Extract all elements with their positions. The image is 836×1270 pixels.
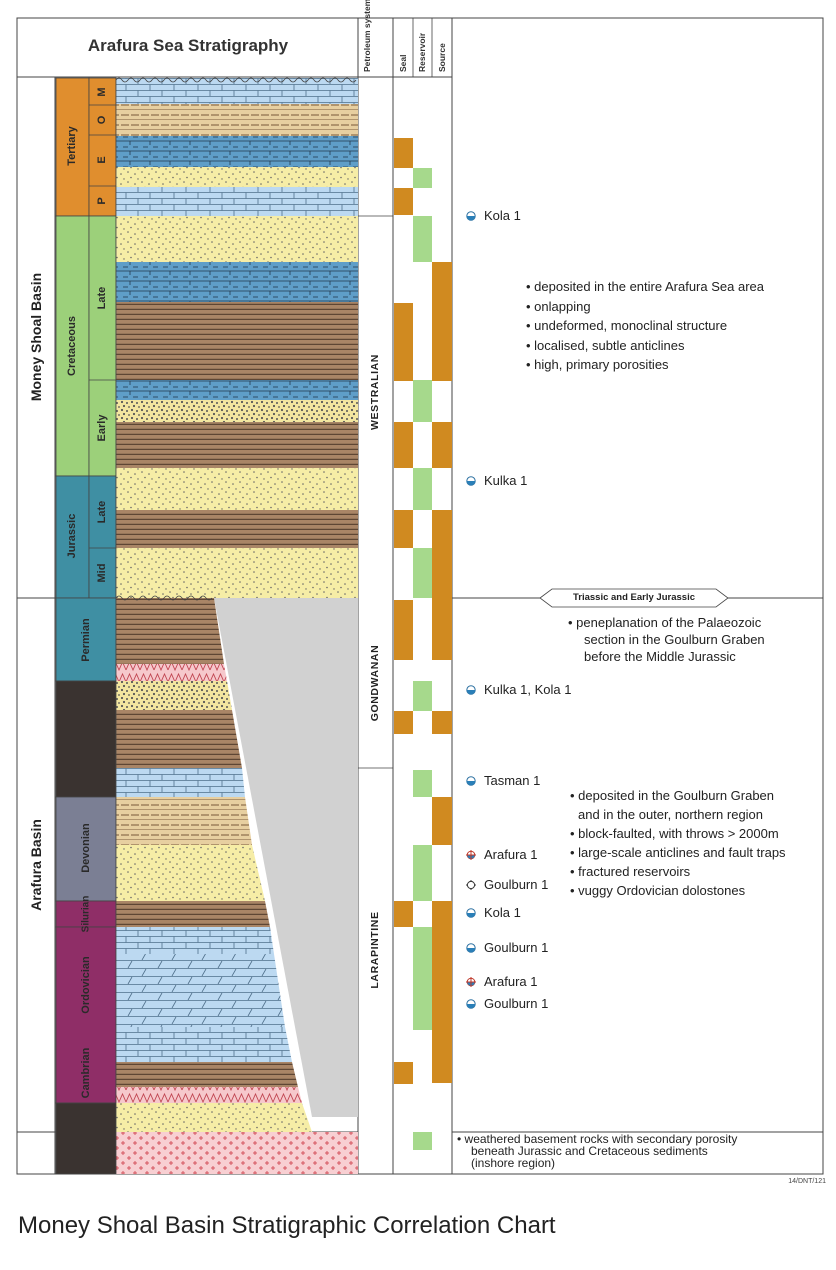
- stratigraphy-chart: [16, 17, 824, 1175]
- system-devonian: [55, 796, 117, 902]
- header-seal: Seal: [398, 54, 408, 73]
- system-silurian: [55, 900, 117, 928]
- system-label-cretaceous: Cretaceous: [66, 316, 78, 376]
- well-marker: Goulburn 1: [466, 996, 548, 1011]
- basin-arafura: Arafura Basin: [28, 819, 44, 911]
- note-arafura: • deposited in the Goulburn Graben and in…: [570, 788, 786, 898]
- system-label-ordovician: Ordovician: [80, 956, 92, 1014]
- header-reservoir: Reservoir: [417, 32, 427, 72]
- well-marker: Kola 1: [466, 905, 521, 920]
- gas-well-icon: [466, 210, 476, 221]
- stage-cretaceous-early: Early: [96, 414, 108, 442]
- system-label-tertiary: Tertiary: [66, 126, 78, 166]
- gas-well-icon: [466, 907, 476, 918]
- oil-gas-well-icon: [466, 849, 476, 860]
- system-tertiary: [55, 77, 90, 217]
- stage-e: E: [96, 156, 108, 164]
- note-money-shoal: • deposited in the entire Arafura Sea ar…: [526, 279, 764, 372]
- well-marker: Kulka 1, Kola 1: [466, 682, 571, 697]
- gas-well-icon: [466, 942, 476, 953]
- system-label-silurian: Silurian: [80, 895, 92, 933]
- well-marker: Tasman 1: [466, 773, 540, 788]
- well-name: Goulburn 1: [484, 996, 549, 1011]
- well-name: Kulka 1, Kola 1: [484, 682, 572, 697]
- well-marker: Goulburn 1: [466, 877, 548, 892]
- header-petroleum-system: Petroleum system: [362, 0, 372, 72]
- ps-westralian: WESTRALIAN: [369, 354, 381, 430]
- well-name: Kola 1: [484, 905, 521, 920]
- system-label-permian: Permian: [80, 618, 92, 662]
- chart-title: Arafura Sea Stratigraphy: [87, 36, 289, 55]
- system-label-cambrian: Cambrian: [80, 1047, 92, 1099]
- well-name: Goulburn 1: [484, 940, 549, 955]
- source-column: [432, 262, 452, 1083]
- figure-caption: Money Shoal Basin Stratigraphic Correlat…: [18, 1212, 556, 1239]
- dry-well-icon: [466, 879, 476, 890]
- ps-larapintine: LARAPINTINE: [369, 911, 381, 989]
- gas-well-icon: [466, 998, 476, 1009]
- well-name: Kola 1: [484, 208, 521, 223]
- stage-jurassic-late: Late: [96, 500, 108, 524]
- well-marker: Arafura 1: [466, 974, 537, 989]
- stage-jurassic-mid: Mid: [96, 563, 108, 583]
- system-label-jurassic: Jurassic: [66, 513, 78, 559]
- well-marker: Arafura 1: [466, 847, 537, 862]
- well-marker: Goulburn 1: [466, 940, 548, 955]
- gas-well-icon: [466, 775, 476, 786]
- system-ordovician-cambrian: [55, 926, 117, 1104]
- well-marker: Kulka 1: [466, 473, 527, 488]
- well-name: Arafura 1: [484, 847, 538, 862]
- lithology-column: [116, 78, 358, 598]
- well-marker: Kola 1: [466, 208, 521, 223]
- well-name: Goulburn 1: [484, 877, 549, 892]
- system-label-devonian: Devonian: [80, 823, 92, 873]
- well-name: Arafura 1: [484, 974, 538, 989]
- oil-gas-well-icon: [466, 976, 476, 987]
- triassic-tag: Triassic and Early Jurassic: [573, 592, 695, 603]
- gas-well-icon: [466, 475, 476, 486]
- stage-o: O: [96, 115, 108, 125]
- well-name: Tasman 1: [484, 773, 541, 788]
- well-name: Kulka 1: [484, 473, 528, 488]
- header-source: Source: [437, 43, 447, 72]
- note-basement: • weathered basement rocks with secondar…: [457, 1132, 738, 1170]
- reference-code: 14/DNT/121: [788, 1178, 826, 1185]
- seal-column: [394, 138, 413, 1084]
- basin-money-shoal: Money Shoal Basin: [28, 272, 44, 402]
- ps-gondwanan: GONDWANAN: [369, 644, 381, 722]
- stage-cretaceous-late: Late: [96, 286, 108, 310]
- stage-p: P: [96, 197, 108, 205]
- gas-well-icon: [466, 684, 476, 695]
- reservoir-column: [413, 168, 432, 1150]
- note-triassic: • peneplanation of the Palaeozoic section…: [568, 615, 765, 664]
- stage-m: M: [96, 87, 108, 97]
